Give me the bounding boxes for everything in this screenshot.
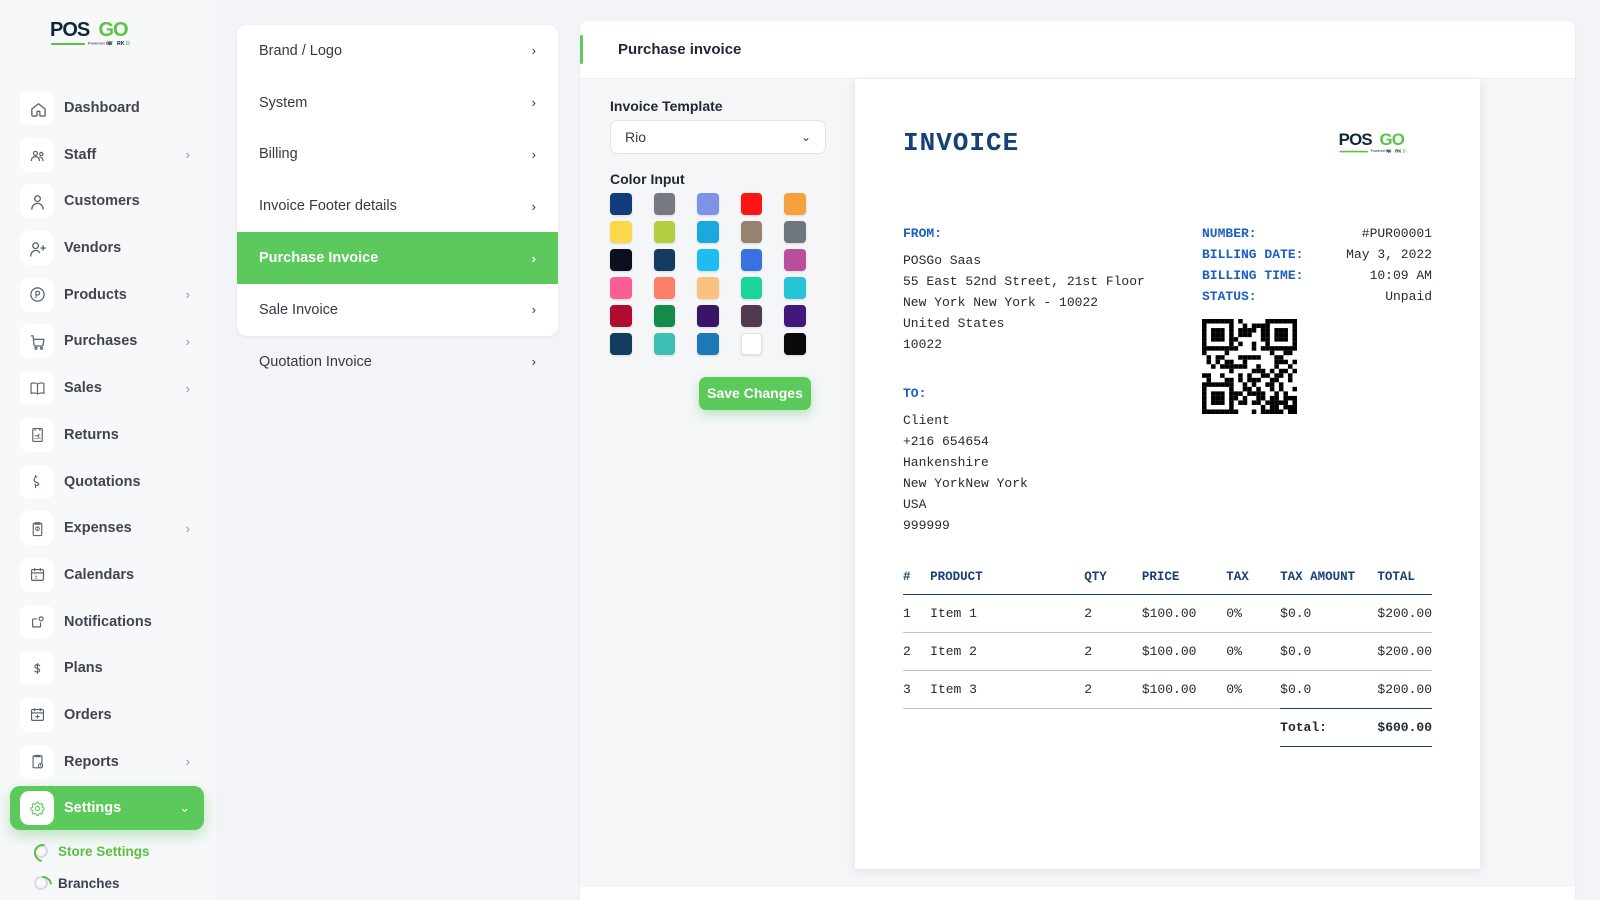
svg-text:D: D bbox=[1403, 148, 1406, 153]
svg-text:D: D bbox=[126, 41, 130, 47]
svg-text:GO: GO bbox=[99, 19, 129, 41]
svg-text:RK: RK bbox=[117, 41, 125, 47]
svg-text:POS: POS bbox=[1339, 130, 1373, 149]
svg-text:RK: RK bbox=[1395, 148, 1402, 153]
svg-text:W: W bbox=[108, 41, 113, 47]
svg-text:W: W bbox=[1387, 148, 1392, 153]
svg-text:POS: POS bbox=[50, 19, 90, 41]
svg-text:GO: GO bbox=[1380, 130, 1405, 149]
